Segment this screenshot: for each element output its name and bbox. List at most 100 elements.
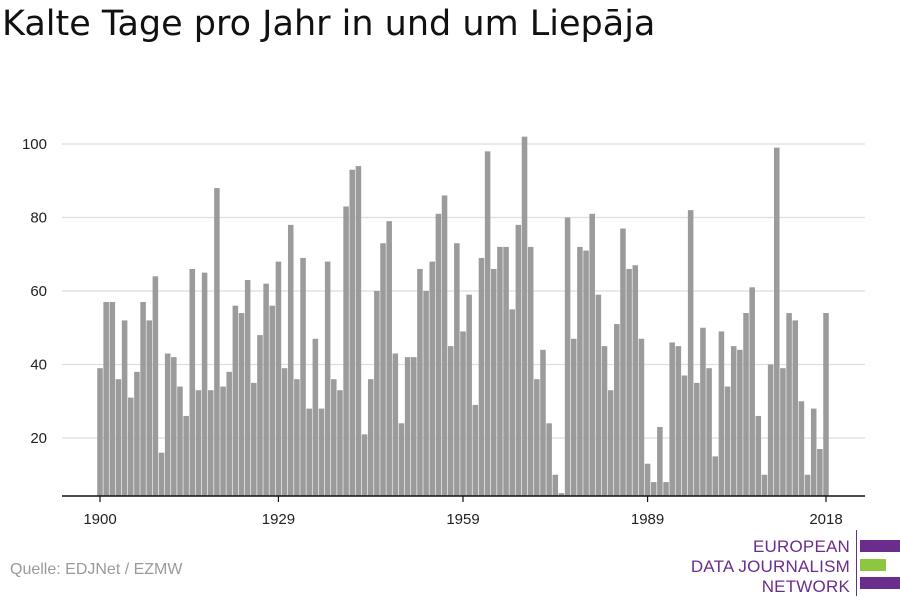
y-tick-label-80: 80 xyxy=(30,210,47,227)
bars xyxy=(97,136,829,497)
bar-1994 xyxy=(675,346,682,497)
bar-1900 xyxy=(97,368,103,496)
bar-1962 xyxy=(478,257,485,496)
bar-1965 xyxy=(497,246,503,496)
bar-1923 xyxy=(238,313,245,496)
bar-2016 xyxy=(810,408,817,496)
bar-1960 xyxy=(466,294,472,496)
bar-2003 xyxy=(730,346,737,497)
bar-1981 xyxy=(595,294,602,496)
bar-1977 xyxy=(570,338,577,496)
bar-1905 xyxy=(127,397,134,496)
bar-1959 xyxy=(460,331,466,496)
bar-1915 xyxy=(189,268,196,496)
bar-1961 xyxy=(472,404,479,496)
logo-rule xyxy=(856,530,857,596)
bar-1922 xyxy=(232,305,239,496)
logo-bar-bottom xyxy=(860,577,900,589)
bar-1973 xyxy=(546,423,552,496)
x-tick-label-2018: 2018 xyxy=(809,511,842,528)
bar-2000 xyxy=(712,456,719,497)
bar-1958 xyxy=(454,243,460,496)
bar-2014 xyxy=(798,401,805,496)
bar-2002 xyxy=(724,386,731,496)
bar-1993 xyxy=(669,342,675,496)
bar-2005 xyxy=(743,313,749,496)
bar-1957 xyxy=(447,346,454,497)
bar-1980 xyxy=(589,213,595,496)
bar-1926 xyxy=(257,335,263,496)
bar-1969 xyxy=(521,136,528,496)
bar-1932 xyxy=(294,379,300,496)
bar-1975 xyxy=(558,493,565,497)
logo-line-1: EUROPEAN xyxy=(752,537,850,556)
bar-1939 xyxy=(337,390,343,496)
bar-1933 xyxy=(300,257,306,496)
x-tick-label-1989: 1989 xyxy=(631,511,664,528)
bar-2018 xyxy=(823,313,829,496)
bar-1918 xyxy=(207,390,214,496)
y-tick-label-100: 100 xyxy=(22,136,47,153)
bar-2012 xyxy=(786,313,792,496)
bar-1974 xyxy=(552,474,559,496)
bar-1951 xyxy=(411,357,417,496)
bar-1916 xyxy=(195,390,202,496)
y-tick-label-20: 20 xyxy=(30,430,47,447)
bar-1914 xyxy=(183,415,189,496)
bar-1966 xyxy=(503,246,509,496)
bar-1901 xyxy=(103,302,109,496)
x-tick-label-1900: 1900 xyxy=(83,511,116,528)
bar-1984 xyxy=(614,324,620,496)
source-note: Quelle: EDJNet / EZMW xyxy=(10,561,183,578)
bar-2009 xyxy=(767,364,774,496)
y-tick-label-60: 60 xyxy=(30,283,47,300)
bar-1988 xyxy=(638,338,645,496)
bar-1991 xyxy=(657,426,663,496)
bar-1935 xyxy=(312,338,319,496)
bar-1967 xyxy=(509,309,515,497)
bar-1942 xyxy=(355,166,362,497)
logo-line-3: NETWORK xyxy=(761,577,850,596)
bar-1927 xyxy=(263,283,269,496)
bar-1979 xyxy=(583,250,589,496)
bar-1928 xyxy=(269,305,276,496)
bar-1947 xyxy=(386,221,392,496)
bar-1934 xyxy=(306,408,312,496)
bar-1936 xyxy=(318,408,325,496)
bar-1943 xyxy=(361,434,368,496)
x-tick-label-1929: 1929 xyxy=(262,511,295,528)
bar-1919 xyxy=(214,188,220,496)
bar-1929 xyxy=(275,261,282,496)
bar-2017 xyxy=(817,449,823,496)
bar-1968 xyxy=(515,224,522,496)
bar-1908 xyxy=(146,320,152,496)
bar-1985 xyxy=(620,228,626,497)
bar-1930 xyxy=(281,368,288,496)
bar-1971 xyxy=(534,379,540,496)
bar-1952 xyxy=(417,268,423,496)
bar-1938 xyxy=(331,379,337,496)
logo-line-2: DATA JOURNALISM xyxy=(690,557,850,576)
bar-1996 xyxy=(687,210,694,496)
bar-1982 xyxy=(601,346,608,497)
bar-1924 xyxy=(244,279,251,496)
bar-1955 xyxy=(435,213,442,496)
bar-2010 xyxy=(774,147,780,496)
edjnet-logo: EUROPEAN DATA JOURNALISM NETWORK xyxy=(690,530,900,598)
bar-1992 xyxy=(663,482,669,496)
bar-1963 xyxy=(484,151,491,496)
bar-2013 xyxy=(792,320,799,496)
chart-title: Kalte Tage pro Jahr in und um Liepāja xyxy=(2,4,656,44)
bar-1937 xyxy=(324,261,331,496)
bar-1925 xyxy=(251,382,257,497)
bar-1911 xyxy=(164,353,171,496)
bar-2011 xyxy=(780,368,786,496)
bar-1983 xyxy=(607,390,614,496)
bar-1910 xyxy=(158,452,165,496)
y-tick-label-40: 40 xyxy=(30,357,47,374)
bar-1953 xyxy=(423,291,429,496)
bar-1995 xyxy=(681,375,688,496)
bar-1920 xyxy=(220,386,226,496)
bar-1906 xyxy=(134,371,140,496)
